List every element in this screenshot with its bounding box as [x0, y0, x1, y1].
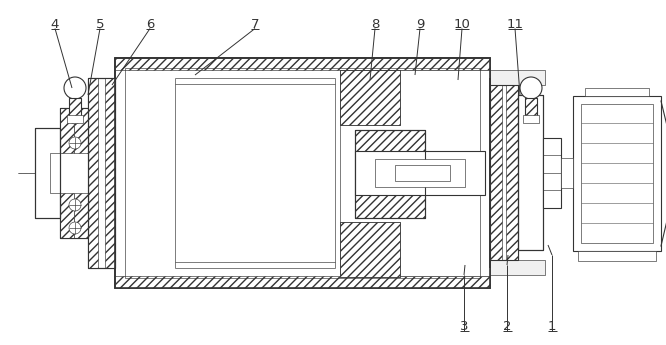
- Bar: [340, 222, 400, 277]
- Bar: [50, 153, 88, 193]
- Bar: [355, 130, 425, 218]
- Text: 11: 11: [507, 18, 523, 31]
- Text: 7: 7: [251, 18, 259, 31]
- Bar: [88, 78, 115, 268]
- Bar: [35, 128, 60, 218]
- Text: 8: 8: [371, 18, 379, 31]
- Bar: [490, 70, 545, 85]
- Bar: [115, 58, 490, 288]
- Bar: [35, 128, 60, 218]
- Bar: [60, 108, 88, 238]
- Circle shape: [69, 112, 81, 124]
- Bar: [490, 85, 502, 260]
- Bar: [88, 78, 98, 268]
- Bar: [490, 85, 518, 260]
- Bar: [375, 159, 465, 187]
- Bar: [518, 95, 543, 250]
- Bar: [105, 78, 115, 268]
- Text: 6: 6: [146, 18, 155, 31]
- Bar: [525, 98, 537, 116]
- Bar: [60, 108, 74, 238]
- Bar: [340, 222, 400, 277]
- Bar: [506, 85, 518, 260]
- Bar: [60, 108, 88, 238]
- Bar: [490, 260, 545, 275]
- Circle shape: [69, 199, 81, 211]
- Bar: [543, 138, 561, 208]
- Circle shape: [520, 77, 542, 99]
- Circle shape: [64, 77, 86, 99]
- Bar: [585, 88, 649, 96]
- Text: 1: 1: [548, 320, 557, 333]
- Bar: [67, 115, 83, 123]
- Bar: [561, 158, 573, 188]
- Bar: [69, 98, 81, 116]
- Bar: [115, 276, 490, 288]
- Bar: [69, 98, 81, 116]
- Bar: [581, 104, 653, 243]
- Text: 2: 2: [503, 320, 511, 333]
- Bar: [523, 115, 539, 123]
- Circle shape: [69, 222, 81, 234]
- Bar: [573, 96, 661, 251]
- Bar: [518, 95, 543, 250]
- Bar: [340, 70, 400, 125]
- Bar: [490, 85, 518, 260]
- Bar: [115, 58, 490, 288]
- Bar: [340, 70, 400, 125]
- Bar: [115, 58, 490, 70]
- Bar: [578, 251, 656, 261]
- Bar: [125, 68, 480, 278]
- Text: 9: 9: [416, 18, 424, 31]
- Text: 10: 10: [454, 18, 470, 31]
- Bar: [88, 78, 115, 268]
- Circle shape: [69, 137, 81, 149]
- Text: 5: 5: [96, 18, 105, 31]
- Bar: [525, 98, 537, 116]
- Text: 3: 3: [460, 320, 468, 333]
- Bar: [340, 70, 490, 276]
- Text: 4: 4: [51, 18, 59, 31]
- Bar: [355, 151, 485, 195]
- Bar: [395, 165, 450, 181]
- Bar: [74, 108, 88, 238]
- Bar: [355, 130, 425, 218]
